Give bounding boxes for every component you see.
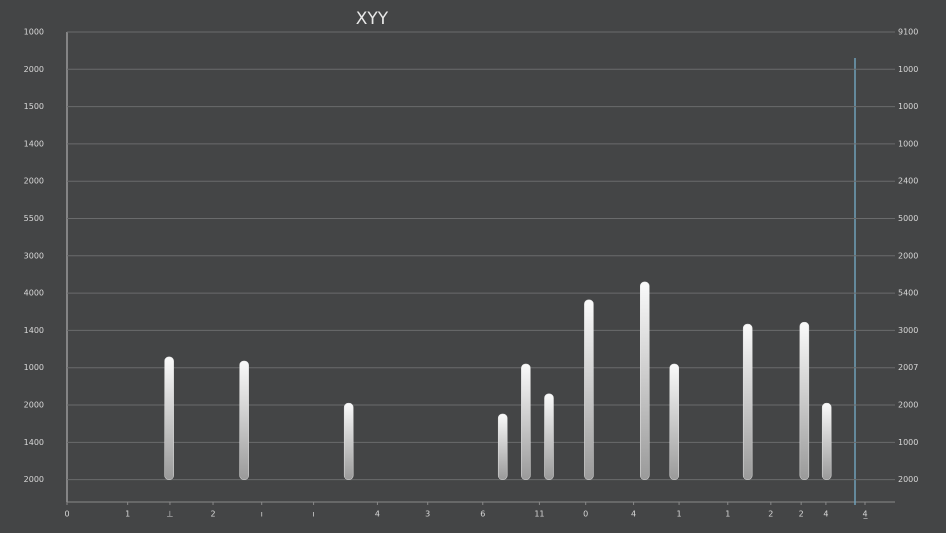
y2-tick-label: 1000 [898,102,918,111]
y-tick-label: 1400 [24,326,44,335]
y2-tick-label: 2400 [898,177,918,186]
y-tick-label: 1400 [24,438,44,447]
x-tick-label: 1 [725,510,730,519]
bar [799,321,810,480]
bar [343,402,354,480]
chart-title: XYY [356,9,389,29]
x-tick-label: 4 [823,510,828,519]
x-tick-label: 2 [799,510,804,519]
y2-tick-label: 1000 [898,438,918,447]
y-tick-label: 1400 [24,139,44,148]
y2-tick-label: 1000 [898,65,918,74]
bar [544,393,554,480]
y-tick-label: 2000 [24,401,44,410]
y-tick-label: 2000 [24,177,44,186]
x-tick-label: 0 [583,510,588,519]
x-tick-label: 3 [425,510,430,519]
y-tick-label: 1000 [24,363,44,372]
x-tick-label: 2 [768,510,773,519]
y-tick-label: 5500 [24,214,44,223]
x-tick-label: 1 [125,510,130,519]
y-tick-label: 2000 [24,475,44,484]
bar [584,299,594,480]
y-tick-label: 2000 [24,65,44,74]
y-tick-label: 1500 [24,102,44,111]
x-tick-label: 0 [64,510,69,519]
y2-tick-label: 5000 [898,214,918,223]
x-tick-label: 6 [480,510,485,519]
bar [742,323,753,480]
y2-tick-label: 1000 [898,139,918,148]
y2-tick-label: 2007 [898,363,918,372]
x-tick-label: 11 [534,510,544,519]
y2-tick-label: 2000 [898,475,918,484]
y2-tick-label: 9100 [898,28,918,37]
bar [640,281,650,480]
y-tick-label: 4000 [24,289,44,298]
y2-tick-label: 2000 [898,401,918,410]
bar [821,402,832,480]
x-tick-label: 4 [375,510,380,519]
x-tick-label: 1 [677,510,682,519]
y-tick-label: 1000 [24,28,44,37]
y-tick-label: 3000 [24,251,44,260]
x-tick-label: 2 [210,510,215,519]
x-tick-label: ı [312,510,314,519]
x-tick-label: ⊥ [166,510,173,519]
x-tick-label: 4 [631,510,636,519]
x-tick-label: 4̲ [862,510,868,519]
bar [669,363,680,480]
y2-tick-label: 3000 [898,326,918,335]
y2-tick-label: 5400 [898,289,918,298]
bar [497,413,508,480]
y2-tick-label: 2000 [898,251,918,260]
bar [239,360,249,480]
bar [521,363,531,480]
x-tick-label: ı [261,510,263,519]
bar [164,356,174,480]
